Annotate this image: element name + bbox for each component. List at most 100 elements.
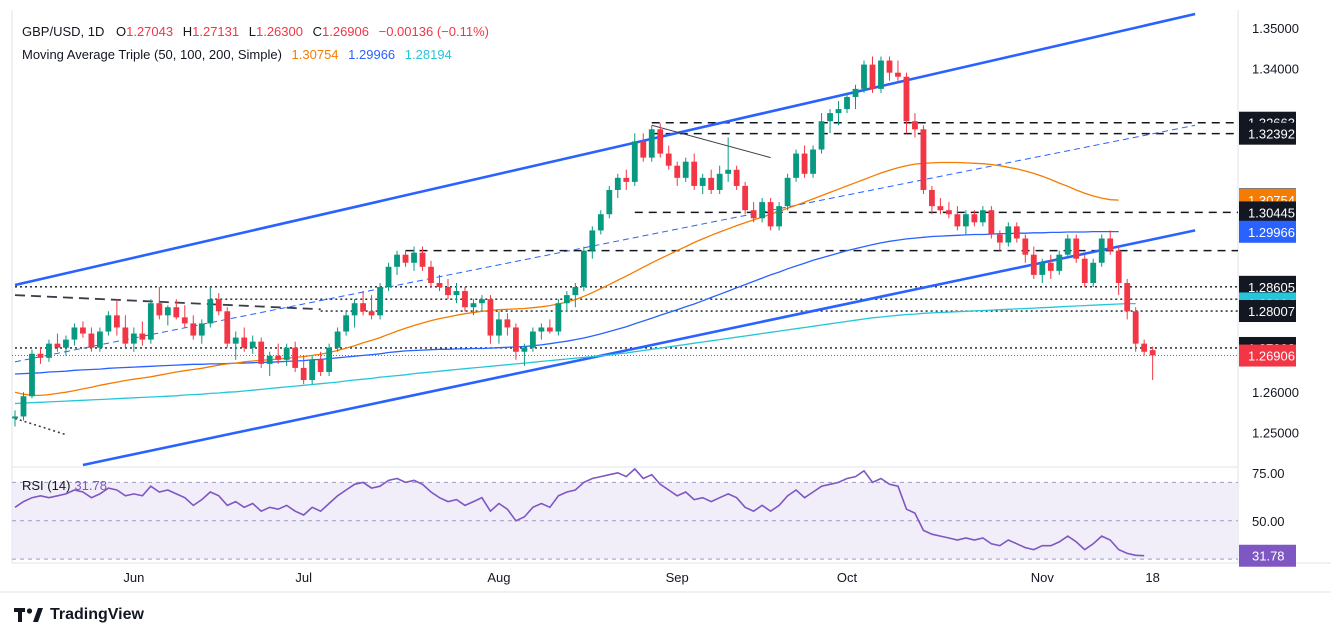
candle-body: [1047, 262, 1054, 271]
tradingview-brand[interactable]: TradingView: [14, 606, 144, 624]
candle-100: [861, 60, 867, 93]
candle-body: [1090, 262, 1097, 283]
candle-105: [903, 72, 910, 134]
price-tick-2: 1.26000: [1252, 385, 1299, 400]
candle-body: [614, 177, 621, 190]
candle-body: [37, 353, 44, 358]
badge-box: [1239, 275, 1296, 298]
candle-92: [793, 149, 799, 182]
candle-8: [80, 321, 86, 338]
candle-41: [360, 291, 366, 316]
candle-body: [462, 291, 468, 308]
candle-body: [648, 129, 655, 158]
level-badge-5: 1.28605: [1239, 275, 1296, 298]
trendline-4: [14, 417, 67, 436]
candle-25: [224, 307, 231, 348]
candle-27: [241, 327, 248, 352]
candle-body: [113, 315, 120, 328]
candle-body: [1039, 262, 1046, 275]
candle-body: [181, 317, 188, 324]
candle-body: [360, 303, 366, 312]
candle-119: [1022, 234, 1029, 263]
candle-body: [716, 173, 723, 190]
candle-31: [275, 343, 282, 364]
candle-body: [979, 210, 986, 223]
low-value: 1.26300: [255, 24, 303, 39]
time-label-6: 18: [1145, 570, 1159, 585]
high-value: 1.27131: [192, 24, 240, 39]
candle-93: [801, 145, 808, 178]
candle-body: [1141, 343, 1148, 352]
candle-body: [606, 189, 613, 215]
candle-body: [147, 303, 154, 340]
candle-body: [572, 287, 579, 296]
candle-body: [699, 177, 706, 186]
candle-114: [979, 206, 986, 227]
candle-body: [1132, 311, 1139, 344]
level-badge-7: 1.28007: [1239, 300, 1296, 323]
level-badge-3: 1.30445: [1239, 201, 1296, 224]
candle-121: [1039, 258, 1046, 283]
candle-body: [317, 359, 324, 372]
candle-body: [1149, 350, 1156, 356]
candle-78: [674, 161, 681, 186]
price-tick-1: 1.34000: [1252, 62, 1299, 77]
candle-109: [937, 198, 944, 215]
candle-body: [80, 327, 86, 334]
candle-body: [665, 153, 672, 166]
candle-body: [394, 254, 400, 267]
candle-35: [309, 355, 316, 385]
time-label-2: Aug: [487, 570, 510, 585]
symbol-label[interactable]: GBP/USD, 1D: [22, 24, 105, 39]
candle-61: [529, 327, 536, 352]
level-badge-1: 1.32392: [1239, 122, 1296, 145]
candle-body: [1124, 282, 1131, 312]
candle-65: [563, 291, 570, 312]
candle-body: [538, 327, 545, 332]
candle-body: [428, 266, 434, 283]
trendline-1: [82, 229, 1196, 467]
candle-body: [54, 343, 61, 348]
rsi-tick-0: 75.00: [1252, 466, 1285, 481]
badge-box: [1239, 201, 1296, 224]
candle-body: [937, 206, 944, 211]
candle-10: [97, 327, 103, 352]
candle-body: [122, 327, 129, 344]
candle-33: [292, 341, 299, 372]
candle-89: [767, 198, 774, 231]
candle-body: [742, 185, 749, 211]
candle-70: [606, 185, 613, 219]
candle-body: [886, 60, 893, 73]
candle-body: [521, 347, 528, 352]
candle-44: [385, 262, 392, 292]
candle-84: [725, 137, 732, 182]
candle-body: [402, 254, 409, 263]
candle-body: [1107, 238, 1114, 251]
candle-body: [351, 303, 358, 316]
candle-53: [462, 287, 468, 312]
candle-0: [12, 410, 18, 427]
candle-body: [105, 315, 112, 332]
candle-body: [275, 355, 282, 360]
candle-16: [147, 299, 154, 344]
candle-66: [572, 282, 579, 308]
time-label-4: Oct: [837, 570, 858, 585]
candle-123: [1056, 250, 1063, 275]
candle-body: [844, 96, 850, 110]
candle-38: [334, 327, 341, 352]
candle-body: [818, 121, 825, 150]
candle-47: [411, 246, 417, 271]
ma-title[interactable]: Moving Average Triple (50, 100, 200, Sim…: [22, 47, 282, 62]
candle-67: [580, 246, 587, 292]
candle-body: [164, 307, 171, 316]
candle-11: [105, 311, 112, 336]
candle-1: [20, 392, 27, 421]
candle-body: [725, 169, 732, 174]
candle-body: [1022, 238, 1029, 255]
candle-body: [419, 252, 426, 267]
candle-body: [946, 210, 952, 215]
candle-48: [419, 246, 426, 271]
rsi-title[interactable]: RSI (14): [22, 478, 71, 493]
